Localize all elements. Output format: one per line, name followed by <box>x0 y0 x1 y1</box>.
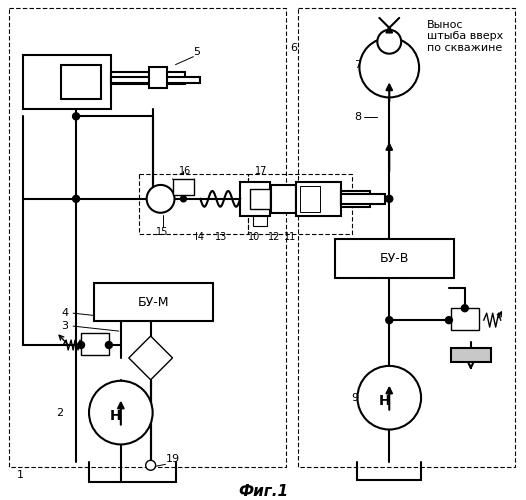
Circle shape <box>146 460 156 470</box>
Text: 6: 6 <box>290 42 297 52</box>
Circle shape <box>461 304 468 312</box>
Polygon shape <box>129 336 173 380</box>
Circle shape <box>386 316 393 324</box>
Text: 9: 9 <box>351 392 359 402</box>
Text: 15: 15 <box>156 226 168 236</box>
Circle shape <box>180 196 186 202</box>
Bar <box>111 76 200 82</box>
Circle shape <box>73 196 79 202</box>
Bar <box>240 182 270 216</box>
Bar <box>250 189 270 209</box>
Text: 5: 5 <box>194 46 200 56</box>
Bar <box>94 284 213 321</box>
Text: 13: 13 <box>215 232 228 241</box>
Bar <box>81 333 109 355</box>
Circle shape <box>89 381 153 444</box>
Text: 19: 19 <box>166 454 180 464</box>
Bar <box>139 174 248 234</box>
Text: 2: 2 <box>56 408 63 418</box>
Circle shape <box>386 196 393 202</box>
Bar <box>451 348 491 362</box>
Text: Фиг.1: Фиг.1 <box>238 484 288 498</box>
Circle shape <box>147 185 175 213</box>
Text: 8: 8 <box>355 112 361 122</box>
Circle shape <box>377 30 401 54</box>
Bar <box>111 72 186 84</box>
Bar <box>296 182 340 216</box>
Bar <box>340 194 385 204</box>
Bar <box>23 54 111 110</box>
Text: 17: 17 <box>255 166 267 176</box>
Text: 1: 1 <box>16 470 24 480</box>
Text: 16: 16 <box>178 166 191 176</box>
Bar <box>149 66 167 88</box>
Text: Н: Н <box>379 394 390 407</box>
Bar <box>9 8 286 468</box>
Circle shape <box>77 342 85 348</box>
Text: Н: Н <box>110 408 122 422</box>
Bar <box>61 64 101 100</box>
Circle shape <box>105 342 113 348</box>
Bar <box>173 179 195 195</box>
Text: 10: 10 <box>248 232 260 241</box>
Bar <box>248 174 352 234</box>
Text: I4: I4 <box>195 232 205 241</box>
Text: 11: 11 <box>284 232 296 241</box>
Bar <box>253 216 267 226</box>
Bar <box>298 8 514 468</box>
Circle shape <box>359 38 419 98</box>
Bar <box>340 191 370 207</box>
Bar <box>335 238 454 279</box>
Circle shape <box>73 113 79 120</box>
Text: Вынос
штыба вверх
по скважине: Вынос штыба вверх по скважине <box>427 20 503 53</box>
Text: 3: 3 <box>61 321 68 331</box>
Bar <box>451 308 479 330</box>
Text: 4: 4 <box>61 308 68 318</box>
Text: 7: 7 <box>355 60 361 70</box>
Text: БУ-М: БУ-М <box>138 296 169 308</box>
Circle shape <box>358 366 421 430</box>
Text: БУ-В: БУ-В <box>380 252 409 265</box>
Bar <box>271 185 296 213</box>
Bar <box>300 186 320 212</box>
Circle shape <box>446 316 452 324</box>
Text: 12: 12 <box>268 232 280 241</box>
